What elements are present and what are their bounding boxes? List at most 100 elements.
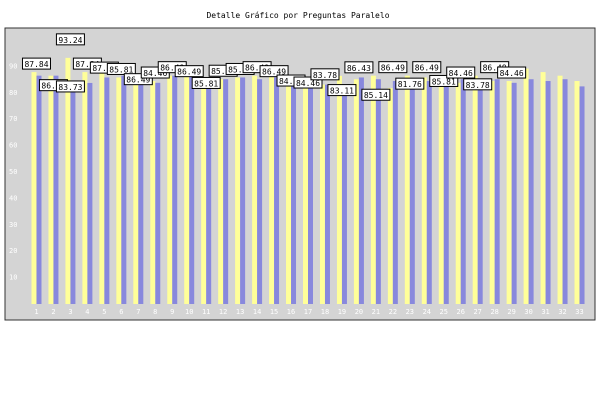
svg-text:87.84: 87.84 <box>75 60 99 69</box>
bar-s2-20 <box>358 77 364 304</box>
svg-text:83.11: 83.11 <box>330 87 354 96</box>
svg-text:81.76: 81.76 <box>398 80 422 89</box>
x-tick-label: 5 <box>102 308 106 316</box>
bar-s1-29 <box>506 81 512 304</box>
x-tick-label: 19 <box>338 308 346 316</box>
bar-s1-22 <box>387 88 393 305</box>
data-label: 84.46 <box>446 66 476 79</box>
bar-s1-25 <box>438 81 444 304</box>
data-label: 85.81 <box>429 74 459 87</box>
x-tick-label: 10 <box>185 308 193 316</box>
svg-text:85.14: 85.14 <box>364 91 388 100</box>
x-tick-label: 23 <box>406 308 414 316</box>
bar-s1-1 <box>31 72 37 304</box>
bar-s1-11 <box>201 77 207 304</box>
bar-s2-23 <box>409 82 415 304</box>
data-label: 81.76 <box>395 77 425 90</box>
bar-s1-16 <box>286 81 292 304</box>
y-tick-label: 50 <box>9 168 17 176</box>
x-tick-label: 26 <box>457 308 465 316</box>
svg-text:84.46: 84.46 <box>500 69 524 78</box>
x-tick-label: 15 <box>270 308 278 316</box>
y-tick-label: 20 <box>9 247 17 255</box>
bar-s2-7 <box>138 77 144 304</box>
bar-s2-13 <box>240 77 246 304</box>
x-tick-label: 14 <box>253 308 261 316</box>
bar-s2-9 <box>172 75 178 304</box>
bar-s2-15 <box>274 77 280 304</box>
bar-s2-24 <box>426 81 432 304</box>
bar-s1-19 <box>336 75 342 304</box>
svg-text:84.46: 84.46 <box>449 69 473 78</box>
x-tick-label: 9 <box>170 308 174 316</box>
y-tick-label: 90 <box>9 62 17 70</box>
bar-s2-6 <box>121 75 127 304</box>
data-label: 86.49 <box>412 61 442 74</box>
bar-s1-30 <box>523 68 529 305</box>
bar-s2-12 <box>223 79 229 304</box>
x-tick-label: 6 <box>119 308 123 316</box>
bar-s2-14 <box>257 79 263 304</box>
bar-s1-6 <box>116 77 122 304</box>
y-tick-label: 70 <box>9 115 17 123</box>
bar-s1-21 <box>370 75 376 304</box>
bar-s2-18 <box>324 84 330 304</box>
y-tick-label: 30 <box>9 221 17 229</box>
x-tick-label: 16 <box>287 308 295 316</box>
svg-text:86.43: 86.43 <box>347 64 371 73</box>
bar-s2-25 <box>443 77 449 304</box>
bar-s2-17 <box>308 82 313 304</box>
data-label: 86.49 <box>259 65 289 78</box>
bar-s1-17 <box>303 82 308 304</box>
svg-text:86.49: 86.49 <box>381 64 405 73</box>
x-tick-label: 7 <box>136 308 140 316</box>
bar-s1-27 <box>472 75 478 304</box>
x-tick-label: 11 <box>202 308 210 316</box>
bar-s1-10 <box>184 75 190 304</box>
svg-text:86.49: 86.49 <box>126 76 150 85</box>
x-tick-label: 12 <box>219 308 227 316</box>
bar-s1-26 <box>455 82 461 304</box>
bar-s2-31 <box>545 81 551 304</box>
x-tick-label: 27 <box>473 308 481 316</box>
x-tick-label: 18 <box>321 308 329 316</box>
bar-s2-27 <box>477 82 483 304</box>
data-labels: 87.8486.4993.2483.7387.8487.8485.8186.49… <box>21 33 527 101</box>
bar-s2-11 <box>206 79 212 304</box>
data-label: 85.14 <box>361 88 391 101</box>
bar-s1-14 <box>252 75 258 304</box>
bar-s1-28 <box>489 81 495 304</box>
bar-s1-31 <box>540 72 546 304</box>
bar-s1-12 <box>218 79 224 304</box>
x-tick-label: 8 <box>153 308 157 316</box>
data-label: 87.84 <box>21 57 51 70</box>
data-label: 85.81 <box>191 76 221 89</box>
x-tick-label: 1 <box>34 308 38 316</box>
svg-text:84.46: 84.46 <box>279 77 303 86</box>
x-tick-label: 25 <box>440 308 448 316</box>
data-label: 86.49 <box>378 61 408 74</box>
data-label: 86.49 <box>123 73 153 86</box>
bar-group <box>31 57 585 305</box>
svg-text:85.81: 85.81 <box>432 77 456 86</box>
data-label: 86.43 <box>344 61 374 74</box>
svg-text:84.46: 84.46 <box>296 79 320 88</box>
svg-text:85.14: 85.14 <box>211 67 235 76</box>
y-tick-label: 60 <box>9 142 17 150</box>
bar-s1-8 <box>150 81 156 304</box>
x-tick-label: 22 <box>389 308 397 316</box>
bar-s2-4 <box>87 82 93 305</box>
bar-s2-8 <box>155 82 161 304</box>
bar-s1-33 <box>574 81 580 304</box>
bar-s1-3 <box>65 57 71 304</box>
bar-s2-16 <box>291 81 297 304</box>
x-tick-label: 17 <box>304 308 312 316</box>
svg-text:86.49: 86.49 <box>262 68 286 77</box>
data-label: 83.78 <box>463 78 493 91</box>
bar-s1-18 <box>319 84 325 304</box>
data-label: 85.81 <box>106 62 136 75</box>
x-tick-label: 21 <box>372 308 380 316</box>
data-label: 84.46 <box>497 66 527 79</box>
bar-s1-13 <box>235 77 241 304</box>
